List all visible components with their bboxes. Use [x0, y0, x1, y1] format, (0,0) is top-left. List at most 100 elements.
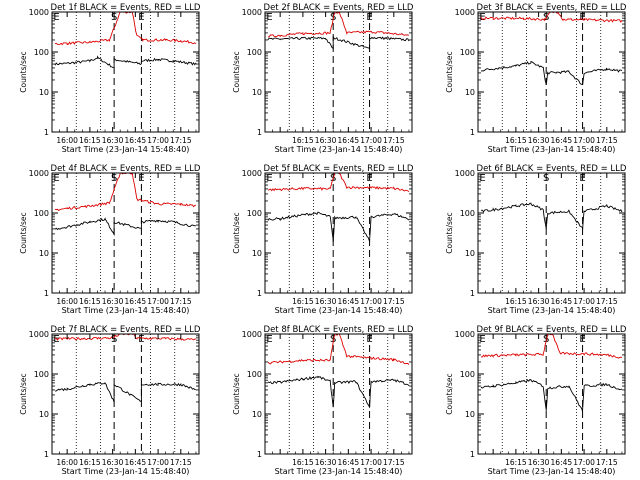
x-tick-label: 16:45	[338, 297, 360, 306]
x-tick-label: 17:15	[383, 297, 405, 306]
end-marker-label: E	[366, 334, 372, 345]
begin-marker-label: E	[53, 334, 59, 345]
y-tick-label: 10	[465, 410, 475, 419]
end-marker-label: E	[579, 334, 585, 345]
x-tick-label: 16:30	[315, 297, 337, 306]
begin-marker-label: E	[266, 12, 272, 23]
end-marker-label: E	[579, 12, 585, 23]
x-tick-label: 16:15	[292, 297, 314, 306]
y-axis-title: Counts/sec	[232, 51, 241, 92]
y-tick-label: 10	[465, 88, 475, 97]
x-tick-label: 16:00	[56, 458, 78, 467]
x-tick-label: 17:15	[383, 136, 405, 145]
x-axis-title: Start Time (23-Jan-14 15:48:40)	[275, 306, 403, 315]
plot-frame	[477, 172, 626, 294]
y-tick-label: 1	[257, 128, 262, 137]
panel-title: Det 6f BLACK = Events, RED = LLD	[477, 164, 627, 174]
lld-trace	[267, 12, 410, 38]
x-axis-title: Start Time (23-Jan-14 15:48:40)	[62, 467, 190, 476]
y-tick-label: 1000	[242, 330, 262, 339]
x-tick-label: 16:30	[528, 297, 550, 306]
y-axis-title: Counts/sec	[19, 212, 28, 253]
x-tick-label: 16:15	[505, 297, 527, 306]
start-marker-label: S	[111, 173, 117, 184]
x-tick-label: 16:45	[338, 136, 360, 145]
panel-title: Det 8f BLACK = Events, RED = LLD	[264, 325, 414, 335]
x-tick-label: 16:45	[125, 297, 147, 306]
y-tick-label: 10	[465, 249, 475, 258]
y-tick-label: 1	[44, 450, 49, 459]
panel-title: Det 4f BLACK = Events, RED = LLD	[51, 164, 201, 174]
y-tick-label: 1000	[455, 330, 475, 339]
x-tick-label: 16:00	[56, 136, 78, 145]
x-tick-label: 16:30	[315, 458, 337, 467]
y-tick-label: 1000	[455, 169, 475, 178]
events-trace	[54, 55, 197, 69]
y-tick-label: 1000	[455, 8, 475, 17]
x-tick-label: 16:15	[79, 136, 101, 145]
panel-title: Det 1f BLACK = Events, RED = LLD	[51, 3, 201, 13]
begin-marker-label: E	[266, 334, 272, 345]
y-tick-label: 1000	[29, 330, 49, 339]
y-tick-label: 1	[470, 450, 475, 459]
x-tick-label: 17:15	[596, 136, 618, 145]
y-axis-title: Counts/sec	[445, 373, 454, 414]
y-axis-title: Counts/sec	[232, 373, 241, 414]
plot-frame	[51, 172, 200, 294]
events-trace	[267, 36, 410, 50]
x-tick-label: 16:30	[102, 297, 124, 306]
start-marker-label: S	[111, 12, 117, 23]
x-tick-label: 16:15	[292, 458, 314, 467]
x-tick-label: 16:45	[551, 458, 573, 467]
events-trace	[267, 211, 410, 243]
x-tick-label: 16:30	[102, 458, 124, 467]
y-tick-label: 1000	[29, 8, 49, 17]
y-tick-label: 100	[247, 48, 262, 57]
y-tick-label: 100	[460, 48, 475, 57]
y-tick-label: 1	[44, 128, 49, 137]
x-tick-label: 17:00	[360, 458, 382, 467]
plot-frame	[477, 333, 626, 455]
x-tick-label: 16:15	[79, 297, 101, 306]
panel-title: Det 5f BLACK = Events, RED = LLD	[264, 164, 414, 174]
y-tick-label: 100	[460, 370, 475, 379]
plot-frame	[51, 11, 200, 133]
x-axis-title: Start Time (23-Jan-14 15:48:40)	[62, 145, 190, 154]
x-tick-label: 17:00	[573, 458, 595, 467]
events-trace	[480, 60, 623, 86]
y-tick-label: 10	[39, 249, 49, 258]
x-tick-label: 16:30	[315, 136, 337, 145]
x-axis-title: Start Time (23-Jan-14 15:48:40)	[488, 145, 616, 154]
events-trace	[267, 375, 410, 408]
begin-marker-label: E	[479, 12, 485, 23]
events-trace	[54, 381, 197, 403]
plot-frame	[264, 333, 413, 455]
y-tick-label: 10	[39, 88, 49, 97]
end-marker-label: E	[579, 173, 585, 184]
end-marker-label: E	[138, 173, 144, 184]
x-tick-label: 17:15	[383, 458, 405, 467]
panel-title: Det 7f BLACK = Events, RED = LLD	[51, 325, 201, 335]
lld-trace	[480, 334, 623, 359]
x-axis-title: Start Time (23-Jan-14 15:48:40)	[488, 306, 616, 315]
x-tick-label: 16:15	[505, 136, 527, 145]
x-tick-label: 17:00	[147, 458, 169, 467]
y-axis-title: Counts/sec	[445, 51, 454, 92]
y-tick-label: 1	[257, 450, 262, 459]
y-tick-label: 100	[34, 370, 49, 379]
x-tick-label: 17:15	[596, 297, 618, 306]
panel-title: Det 2f BLACK = Events, RED = LLD	[264, 3, 414, 13]
x-tick-label: 16:45	[125, 136, 147, 145]
x-tick-label: 17:00	[360, 136, 382, 145]
y-tick-label: 10	[252, 410, 262, 419]
end-marker-label: E	[138, 334, 144, 345]
plot-frame	[264, 11, 413, 133]
y-tick-label: 100	[247, 209, 262, 218]
y-tick-label: 1000	[242, 169, 262, 178]
plot-frame	[477, 11, 626, 133]
y-tick-label: 10	[252, 88, 262, 97]
